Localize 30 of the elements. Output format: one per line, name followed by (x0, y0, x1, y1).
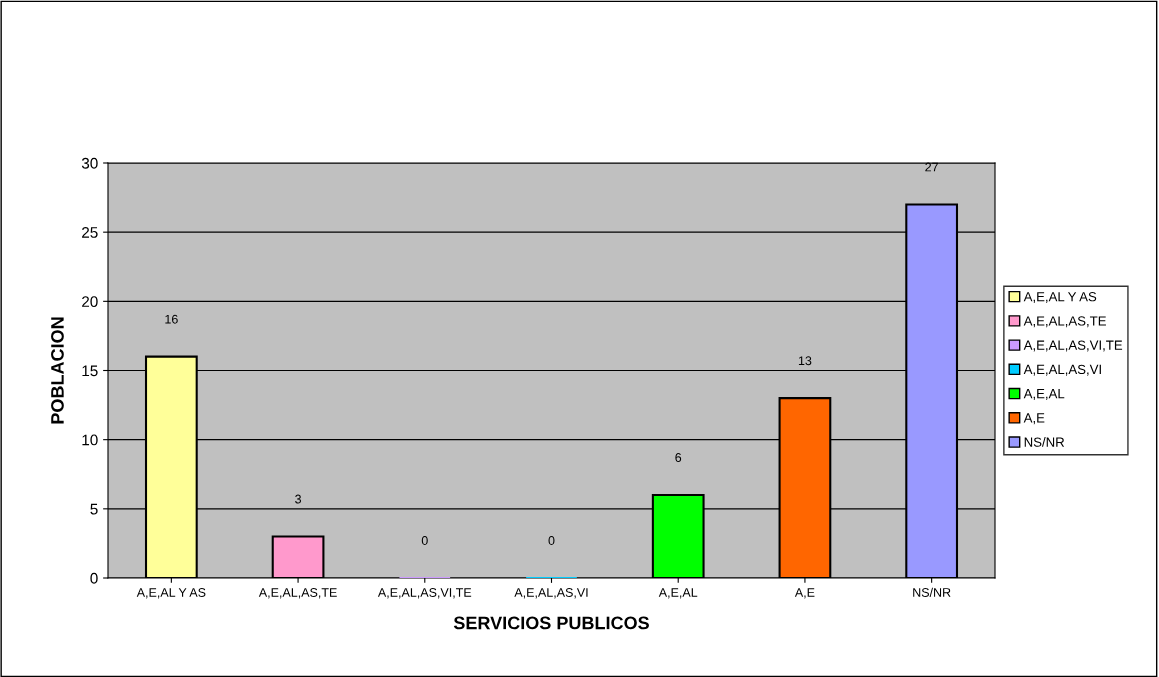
legend-label: NS/NR (1024, 437, 1065, 447)
legend-label: A,E,AL (1023, 389, 1065, 400)
legend-label: A,E,AL Y AS (1023, 292, 1097, 303)
y-tick-label: 10 (82, 434, 98, 446)
y-tick-label: 0 (90, 572, 98, 584)
data-label: 6 (675, 453, 682, 462)
x-axis-title: SERVICIOS PUBLICOS (453, 616, 649, 630)
y-tick-label: 30 (81, 157, 98, 169)
data-label: 27 (925, 162, 938, 172)
legend-label: A,E,AL,AS,TE (1023, 316, 1106, 328)
x-tick-label: A,E,AL,AS,TE (258, 588, 337, 599)
data-label: 13 (798, 356, 812, 366)
data-label: 0 (548, 536, 555, 545)
legend-label: A,E,AL,AS,VI,TE (1023, 340, 1123, 352)
y-tick-label: 15 (82, 365, 98, 377)
y-tick-label: 25 (82, 227, 98, 238)
y-axis-title: POBLACION (51, 317, 64, 424)
x-tick-label: A,E,AL,AS,VI (514, 588, 588, 599)
y-tick-label: 5 (90, 503, 98, 515)
y-tick-label: 20 (82, 296, 98, 308)
legend-label: A,E (1023, 413, 1045, 425)
x-tick-label: NS/NR (913, 587, 951, 597)
x-tick-label: A,E,AL (658, 588, 698, 599)
x-tick-label: A,E,AL,AS,VI,TE (377, 588, 472, 599)
data-label: 16 (165, 314, 178, 324)
data-label: 3 (295, 494, 301, 504)
x-tick-label: A,E,AL Y AS (136, 588, 206, 599)
x-tick-label: A,E (794, 588, 815, 599)
data-label: 0 (421, 536, 428, 545)
legend-label: A,E,AL,AS,VI (1023, 364, 1101, 376)
